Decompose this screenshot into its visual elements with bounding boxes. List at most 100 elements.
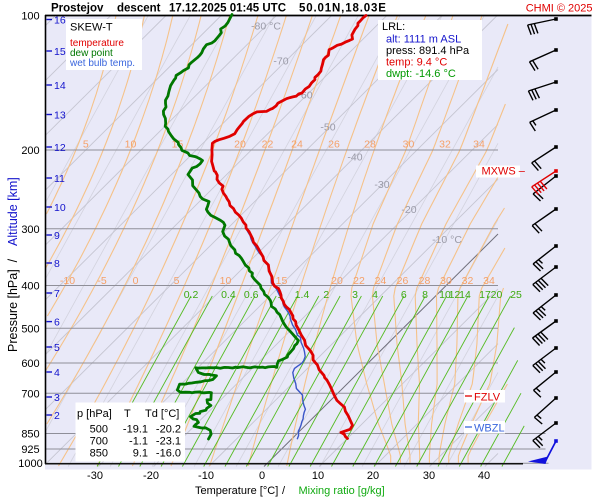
svg-text:13: 13 xyxy=(54,109,66,121)
svg-text:14: 14 xyxy=(459,289,471,301)
svg-text:12: 12 xyxy=(54,142,66,154)
svg-text:34: 34 xyxy=(483,275,495,287)
svg-text:100: 100 xyxy=(21,11,39,23)
svg-text:26: 26 xyxy=(397,275,409,287)
svg-text:6: 6 xyxy=(54,316,60,328)
svg-text:-1.1: -1.1 xyxy=(129,436,148,448)
svg-text:925: 925 xyxy=(21,444,39,456)
svg-text:12: 12 xyxy=(449,289,461,301)
svg-text:Altitude [km]: Altitude [km] xyxy=(6,177,20,246)
svg-text:26: 26 xyxy=(328,139,340,151)
svg-text:10: 10 xyxy=(312,470,324,482)
svg-text:8: 8 xyxy=(54,258,60,270)
svg-text:15: 15 xyxy=(54,46,66,58)
svg-text:5: 5 xyxy=(54,342,60,354)
svg-text:0.4: 0.4 xyxy=(221,289,236,301)
svg-text:Mixing ratio [g/kg]: Mixing ratio [g/kg] xyxy=(299,485,385,497)
svg-text:dwpt: -14.6 °C: dwpt: -14.6 °C xyxy=(386,68,456,80)
svg-text:-10: -10 xyxy=(198,470,214,482)
svg-text:0: 0 xyxy=(133,275,139,287)
svg-text:1.4: 1.4 xyxy=(295,289,310,301)
svg-text:-50: -50 xyxy=(320,122,335,134)
svg-text:400: 400 xyxy=(21,281,39,293)
svg-text:24: 24 xyxy=(375,275,387,287)
svg-text:-70: -70 xyxy=(273,56,288,68)
svg-text:-10 °C: -10 °C xyxy=(432,234,462,246)
svg-text:T: T xyxy=(124,408,131,420)
svg-text:-19.1: -19.1 xyxy=(123,424,148,436)
svg-text:CHMI © 2025: CHMI © 2025 xyxy=(526,3,593,15)
svg-text:2: 2 xyxy=(323,289,329,301)
svg-text:4: 4 xyxy=(54,367,60,379)
svg-text:300: 300 xyxy=(21,224,39,236)
svg-text:Temperature [°C]: Temperature [°C] xyxy=(195,485,278,497)
svg-text:p [hPa]: p [hPa] xyxy=(77,408,112,420)
svg-text:SKEW-T: SKEW-T xyxy=(70,22,113,34)
svg-text:wet bulb temp.: wet bulb temp. xyxy=(69,58,135,69)
svg-text:500: 500 xyxy=(21,323,39,335)
svg-text:9.1: 9.1 xyxy=(133,448,148,460)
svg-text:8: 8 xyxy=(422,289,428,301)
svg-text:4: 4 xyxy=(372,289,378,301)
svg-text:16: 16 xyxy=(54,14,66,26)
svg-text:temperature: temperature xyxy=(70,38,124,49)
svg-text:-20: -20 xyxy=(143,470,159,482)
svg-text:-20.2: -20.2 xyxy=(156,424,181,436)
svg-text:5: 5 xyxy=(174,275,180,287)
svg-text:0.6: 0.6 xyxy=(244,289,259,301)
svg-text:500: 500 xyxy=(90,424,108,436)
svg-text:30: 30 xyxy=(423,470,435,482)
svg-text:-16.0: -16.0 xyxy=(156,448,181,460)
svg-text:-10: -10 xyxy=(60,275,75,287)
svg-text:850: 850 xyxy=(21,429,39,441)
svg-text:17: 17 xyxy=(479,289,491,301)
svg-text:temp: 9.4 °C: temp: 9.4 °C xyxy=(386,57,447,69)
svg-text:30: 30 xyxy=(403,139,415,151)
svg-text:dew point: dew point xyxy=(70,48,113,59)
svg-text:FZLV: FZLV xyxy=(474,392,501,404)
svg-text:34: 34 xyxy=(473,139,485,151)
svg-text:3: 3 xyxy=(54,392,60,404)
svg-text:-5: -5 xyxy=(97,275,106,287)
svg-text:200: 200 xyxy=(21,145,39,157)
svg-text:20: 20 xyxy=(234,139,246,151)
svg-text:850: 850 xyxy=(90,448,108,460)
svg-text:0: 0 xyxy=(259,470,265,482)
svg-text:-30: -30 xyxy=(374,179,389,191)
svg-text:MXWS –: MXWS – xyxy=(482,166,526,178)
svg-text:20: 20 xyxy=(367,470,379,482)
svg-text:32: 32 xyxy=(439,139,451,151)
svg-text:5: 5 xyxy=(83,139,89,151)
svg-text:10: 10 xyxy=(125,139,137,151)
svg-text:2: 2 xyxy=(54,410,60,422)
svg-text:28: 28 xyxy=(419,275,431,287)
svg-text:descent: descent xyxy=(117,3,161,15)
svg-text:press: 891.4 hPa: press: 891.4 hPa xyxy=(386,45,470,57)
svg-text:11: 11 xyxy=(54,173,65,185)
svg-text:-30: -30 xyxy=(87,470,103,482)
svg-text:10: 10 xyxy=(220,275,232,287)
svg-text:-40: -40 xyxy=(347,152,362,164)
svg-text:WBZL: WBZL xyxy=(474,423,505,435)
svg-text:22: 22 xyxy=(262,139,274,151)
svg-text:LRL:: LRL: xyxy=(382,21,405,33)
svg-text:22: 22 xyxy=(353,275,365,287)
svg-text:24: 24 xyxy=(291,139,303,151)
svg-text:20: 20 xyxy=(331,275,343,287)
svg-text:15: 15 xyxy=(276,275,288,287)
svg-text:28: 28 xyxy=(364,139,376,151)
svg-text:32: 32 xyxy=(462,275,474,287)
svg-text:alt: 1111 m ASL: alt: 1111 m ASL xyxy=(386,34,461,46)
svg-text:10: 10 xyxy=(439,289,451,301)
svg-text:20: 20 xyxy=(491,289,503,301)
svg-text:50.01N,18.03E: 50.01N,18.03E xyxy=(299,3,387,15)
svg-text:600: 600 xyxy=(21,358,39,370)
svg-text:40: 40 xyxy=(478,470,490,482)
svg-text:9: 9 xyxy=(54,230,60,242)
svg-text:-20: -20 xyxy=(401,204,416,216)
svg-text:Prostejov: Prostejov xyxy=(51,3,104,15)
svg-text:3: 3 xyxy=(352,289,358,301)
svg-text:17.12.2025 01:45 UTC: 17.12.2025 01:45 UTC xyxy=(169,3,286,15)
svg-text:10: 10 xyxy=(54,202,66,214)
svg-text:700: 700 xyxy=(21,388,39,400)
